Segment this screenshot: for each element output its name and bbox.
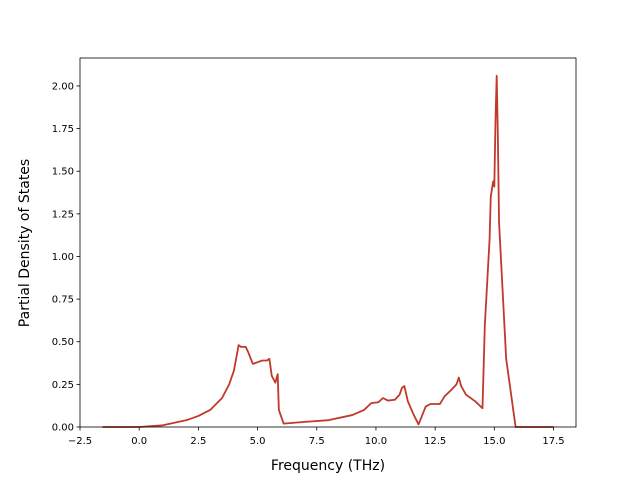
y-tick-label: 1.25 bbox=[52, 209, 74, 220]
x-tick-label: 10.0 bbox=[365, 436, 387, 447]
x-tick-label: 17.5 bbox=[542, 436, 564, 447]
y-tick-label: 1.50 bbox=[52, 167, 74, 178]
y-tick-label: 2.00 bbox=[52, 81, 74, 92]
y-tick-label: 0.75 bbox=[52, 295, 74, 306]
x-tick-label: 5.0 bbox=[250, 436, 266, 447]
y-tick-label: 1.00 bbox=[52, 252, 74, 263]
x-tick-label: −2.5 bbox=[68, 436, 92, 447]
data-line bbox=[102, 74, 554, 428]
x-tick-label: 15.0 bbox=[483, 436, 505, 447]
x-tick-label: 2.5 bbox=[190, 436, 206, 447]
y-tick-label: 1.75 bbox=[52, 124, 74, 135]
y-axis-label: Partial Density of States bbox=[17, 159, 33, 327]
x-axis-label: Frequency (THz) bbox=[271, 458, 385, 474]
x-tick-label: 0.0 bbox=[131, 436, 147, 447]
y-tick-label: 0.00 bbox=[52, 423, 74, 434]
y-tick-label: 0.25 bbox=[52, 380, 74, 391]
y-tick-label: 0.50 bbox=[52, 337, 74, 348]
plot-frame bbox=[79, 57, 577, 428]
x-tick-label: 7.5 bbox=[309, 436, 325, 447]
x-tick-label: 12.5 bbox=[424, 436, 446, 447]
